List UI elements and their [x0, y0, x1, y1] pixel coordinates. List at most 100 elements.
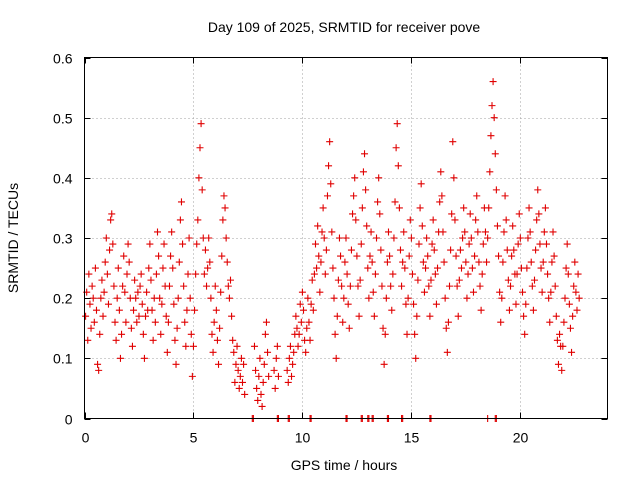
data-point — [355, 312, 363, 320]
data-point — [540, 228, 548, 236]
data-point — [552, 312, 560, 320]
data-point — [496, 288, 504, 296]
data-point — [437, 168, 445, 176]
data-point — [138, 300, 146, 308]
data-point — [395, 204, 403, 212]
data-point — [329, 264, 337, 272]
data-point — [160, 240, 168, 248]
data-point — [406, 216, 414, 224]
data-point — [222, 234, 230, 242]
data-point — [525, 204, 533, 212]
data-point — [465, 240, 473, 248]
data-point — [310, 270, 318, 278]
data-point — [152, 270, 160, 278]
data-point — [442, 324, 450, 332]
data-point — [235, 384, 243, 392]
data-point — [414, 276, 422, 284]
data-point — [527, 258, 535, 266]
data-point — [238, 378, 246, 386]
data-point — [430, 246, 438, 254]
data-point — [234, 366, 242, 374]
data-point — [373, 234, 381, 242]
data-point — [350, 192, 358, 200]
data-point — [148, 306, 156, 314]
data-point — [513, 270, 521, 278]
data-point — [569, 312, 577, 320]
data-point — [396, 246, 404, 254]
data-point — [457, 264, 465, 272]
data-point — [448, 210, 456, 218]
data-point — [450, 174, 458, 182]
data-point — [140, 354, 148, 362]
data-point — [216, 324, 224, 332]
data-point — [82, 312, 90, 320]
data-point — [351, 174, 359, 182]
data-point — [347, 246, 355, 254]
data-point — [314, 222, 322, 230]
data-point — [91, 264, 99, 272]
data-point — [315, 252, 323, 260]
data-point — [343, 270, 351, 278]
data-point — [560, 318, 568, 326]
data-point — [425, 282, 433, 290]
data-point — [313, 264, 321, 272]
data-point — [481, 228, 489, 236]
data-point — [339, 318, 347, 326]
data-point — [389, 270, 397, 278]
data-point — [353, 252, 361, 260]
data-point — [466, 210, 474, 218]
data-point — [240, 360, 248, 368]
data-point — [499, 258, 507, 266]
data-point — [304, 294, 312, 302]
data-point — [440, 258, 448, 266]
data-point — [227, 276, 235, 284]
data-point — [139, 330, 147, 338]
data-point — [362, 186, 370, 194]
data-point — [261, 330, 269, 338]
data-point — [536, 240, 544, 248]
data-point — [368, 258, 376, 266]
data-point — [176, 216, 184, 224]
data-point — [134, 288, 142, 296]
data-point — [349, 210, 357, 218]
data-point — [250, 342, 258, 350]
data-point — [490, 114, 498, 122]
data-point — [547, 288, 555, 296]
data-point — [438, 192, 446, 200]
data-point — [306, 336, 314, 344]
data-point — [158, 300, 166, 308]
data-point — [504, 276, 512, 284]
data-point — [90, 318, 98, 326]
data-point — [200, 270, 208, 278]
data-point — [386, 252, 394, 260]
data-point — [495, 252, 503, 260]
data-point — [412, 354, 420, 362]
x-tick-label: 15 — [404, 430, 420, 446]
data-point — [143, 288, 151, 296]
data-point — [460, 204, 468, 212]
data-point — [132, 294, 140, 302]
data-point — [451, 216, 459, 224]
data-point — [177, 198, 185, 206]
data-point — [467, 234, 475, 242]
data-point — [297, 318, 305, 326]
data-point — [133, 318, 141, 326]
data-point — [509, 222, 517, 230]
data-point — [505, 306, 513, 314]
data-point — [411, 330, 419, 338]
y-tick-label: 0.1 — [53, 351, 73, 367]
data-point — [285, 354, 293, 362]
data-point — [487, 132, 495, 140]
data-point — [365, 294, 373, 302]
y-tick-label: 0.2 — [53, 291, 73, 307]
data-point — [328, 228, 336, 236]
data-point — [398, 282, 406, 290]
data-point — [485, 204, 493, 212]
data-point — [307, 300, 315, 308]
data-point — [109, 240, 117, 248]
data-point — [572, 288, 580, 296]
data-point — [342, 234, 350, 242]
data-point — [539, 258, 547, 266]
data-point — [180, 282, 188, 290]
data-point — [104, 300, 112, 308]
